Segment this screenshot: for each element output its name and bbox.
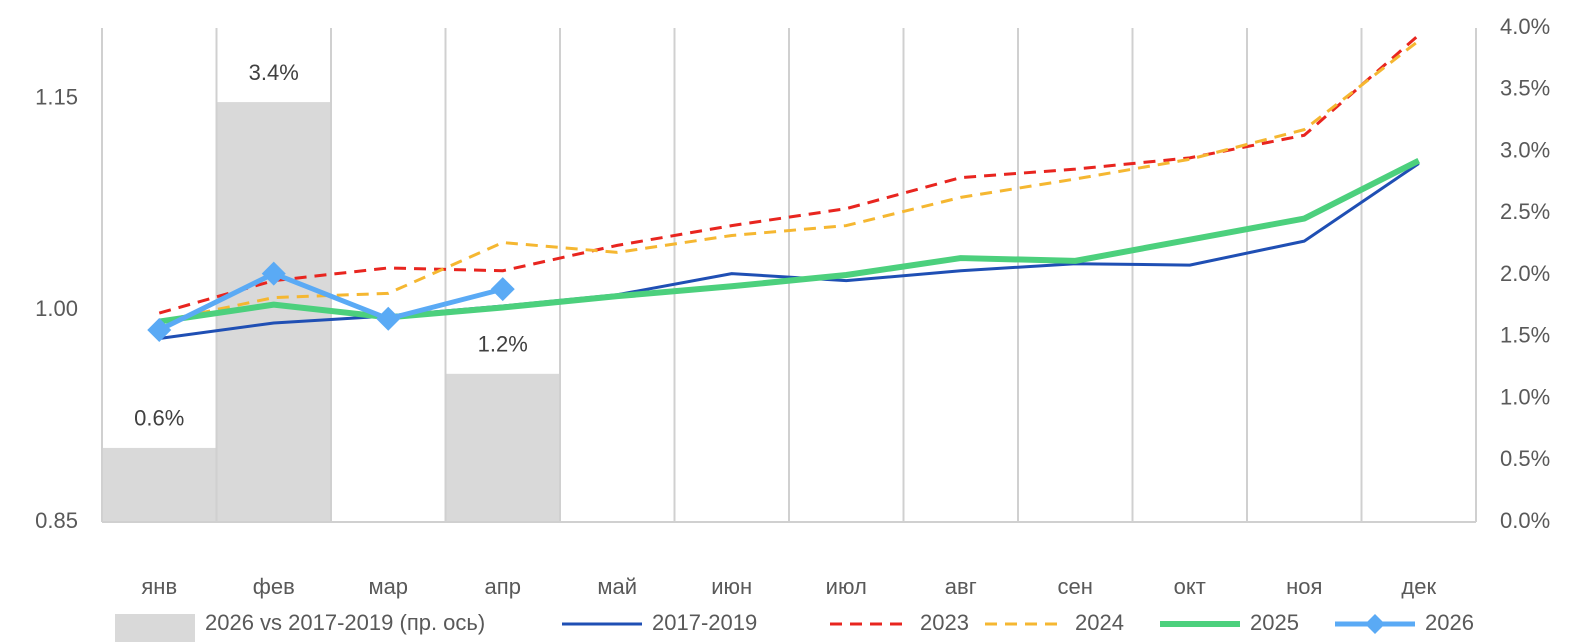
x-tick-label: июн bbox=[711, 574, 752, 599]
legend-label: 2017-2019 bbox=[652, 610, 757, 635]
legend-label: 2023 bbox=[920, 610, 969, 635]
x-tick-label: мар bbox=[368, 574, 408, 599]
bar bbox=[445, 373, 560, 522]
y2-tick-label: 2.0% bbox=[1500, 261, 1550, 286]
line-series bbox=[158, 271, 504, 333]
x-tick-label: июл bbox=[826, 574, 867, 599]
y-tick-label: 1.00 bbox=[35, 296, 78, 321]
y2-tick-label: 3.5% bbox=[1500, 76, 1550, 101]
x-tick-label: авг bbox=[945, 574, 977, 599]
legend-marker bbox=[1365, 614, 1385, 634]
x-tick-label: апр bbox=[485, 574, 521, 599]
y-tick-label: 1.15 bbox=[35, 84, 78, 109]
y2-tick-label: 1.5% bbox=[1500, 323, 1550, 348]
legend-label: 2026 vs 2017-2019 (пр. ось) bbox=[205, 610, 485, 635]
x-tick-label: ноя bbox=[1286, 574, 1322, 599]
y2-tick-label: 3.0% bbox=[1500, 137, 1550, 162]
x-tick-label: янв bbox=[141, 574, 177, 599]
line-series bbox=[158, 33, 1420, 315]
bar-label: 0.6% bbox=[134, 406, 184, 431]
legend-label: 2026 bbox=[1425, 610, 1474, 635]
y2-tick-label: 1.0% bbox=[1500, 384, 1550, 409]
x-tick-label: дек bbox=[1401, 574, 1436, 599]
y2-tick-label: 2.5% bbox=[1500, 199, 1550, 224]
legend-label: 2025 bbox=[1250, 610, 1299, 635]
line-series bbox=[158, 157, 1421, 325]
marker bbox=[261, 261, 286, 286]
marker bbox=[490, 277, 515, 302]
marker bbox=[147, 318, 172, 343]
y2-tick-label: 0.5% bbox=[1500, 446, 1550, 471]
x-tick-label: окт bbox=[1174, 574, 1206, 599]
x-tick-label: сен bbox=[1058, 574, 1093, 599]
bar-label: 3.4% bbox=[249, 60, 299, 85]
legend-swatch bbox=[115, 614, 195, 642]
bar-label: 1.2% bbox=[478, 332, 528, 357]
x-tick-label: май bbox=[597, 574, 637, 599]
x-tick-label: фев bbox=[253, 574, 295, 599]
bar bbox=[102, 447, 217, 522]
legend-label: 2024 bbox=[1075, 610, 1124, 635]
marker bbox=[376, 306, 401, 331]
y-tick-label: 0.85 bbox=[35, 508, 78, 533]
y2-tick-label: 4.0% bbox=[1500, 14, 1550, 39]
line-series bbox=[158, 39, 1420, 324]
y2-tick-label: 0.0% bbox=[1500, 508, 1550, 533]
